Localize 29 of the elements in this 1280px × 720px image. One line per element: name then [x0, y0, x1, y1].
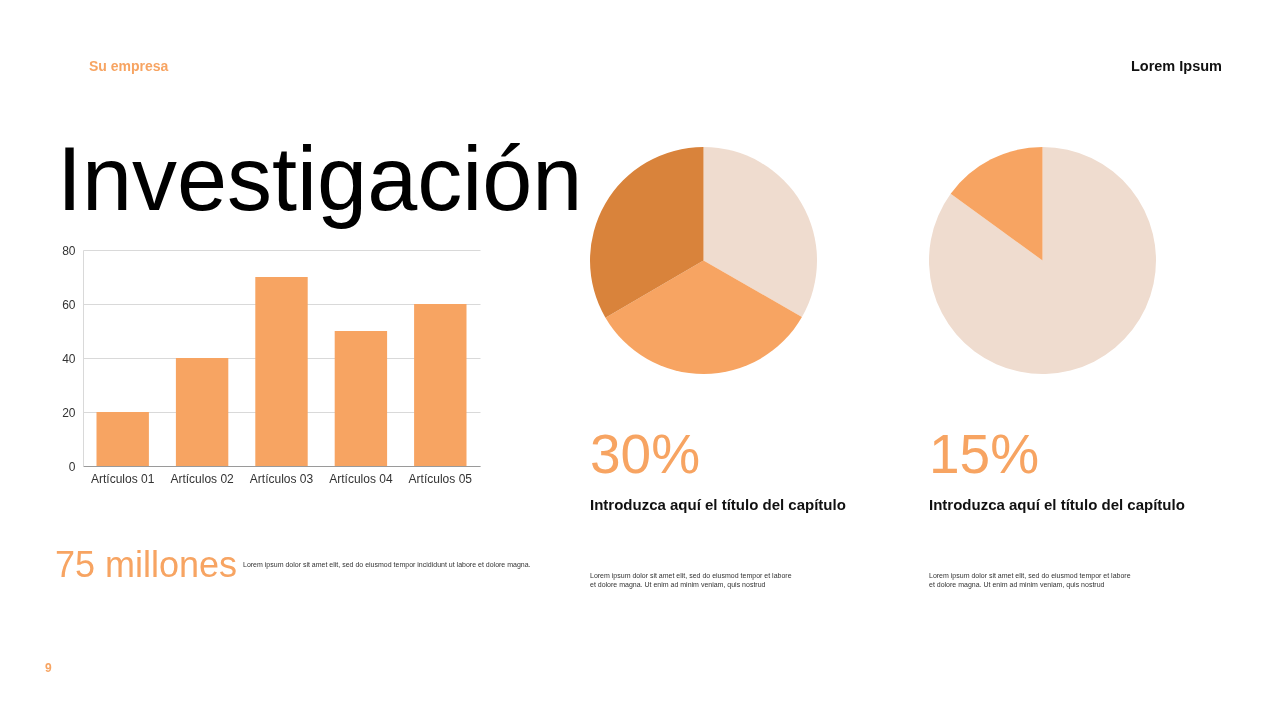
text: Introduzca aquí el título del capítulo: [590, 496, 846, 513]
x-tick-label: Artículos 04: [329, 471, 393, 486]
y-tick-label: 80: [62, 243, 76, 258]
x-tick-label: Artículos 03: [249, 471, 314, 486]
text: Su empresa: [89, 58, 169, 74]
x-tick-label: Artículos 02: [170, 471, 235, 486]
bar: [334, 331, 388, 466]
bar: [96, 412, 149, 466]
pie-slice: [605, 260, 802, 374]
y-tick-label: 20: [62, 405, 76, 420]
bar: [414, 304, 467, 466]
y-tick-label: 0: [68, 459, 76, 474]
pie-slice: [950, 147, 1043, 261]
bar: [255, 277, 308, 466]
text: Introduzca aquí el título del capítulo: [929, 496, 1185, 513]
pie-slice: [929, 147, 1156, 374]
chart-title: Investigación: [57, 129, 583, 229]
x-tick-label: Artículos 01: [91, 471, 155, 486]
bar: [175, 358, 229, 466]
y-tick-label: 40: [62, 351, 76, 366]
text: 9: [45, 661, 52, 675]
text: 30%: [590, 423, 701, 485]
text: 15%: [929, 423, 1040, 485]
pie-slice: [590, 147, 704, 318]
pie-slice: [703, 147, 817, 318]
text: 75 millones: [55, 544, 238, 585]
x-tick-label: Artículos 05: [408, 471, 473, 486]
text: Lorem Ipsum: [1130, 58, 1222, 74]
y-tick-label: 60: [62, 297, 76, 312]
